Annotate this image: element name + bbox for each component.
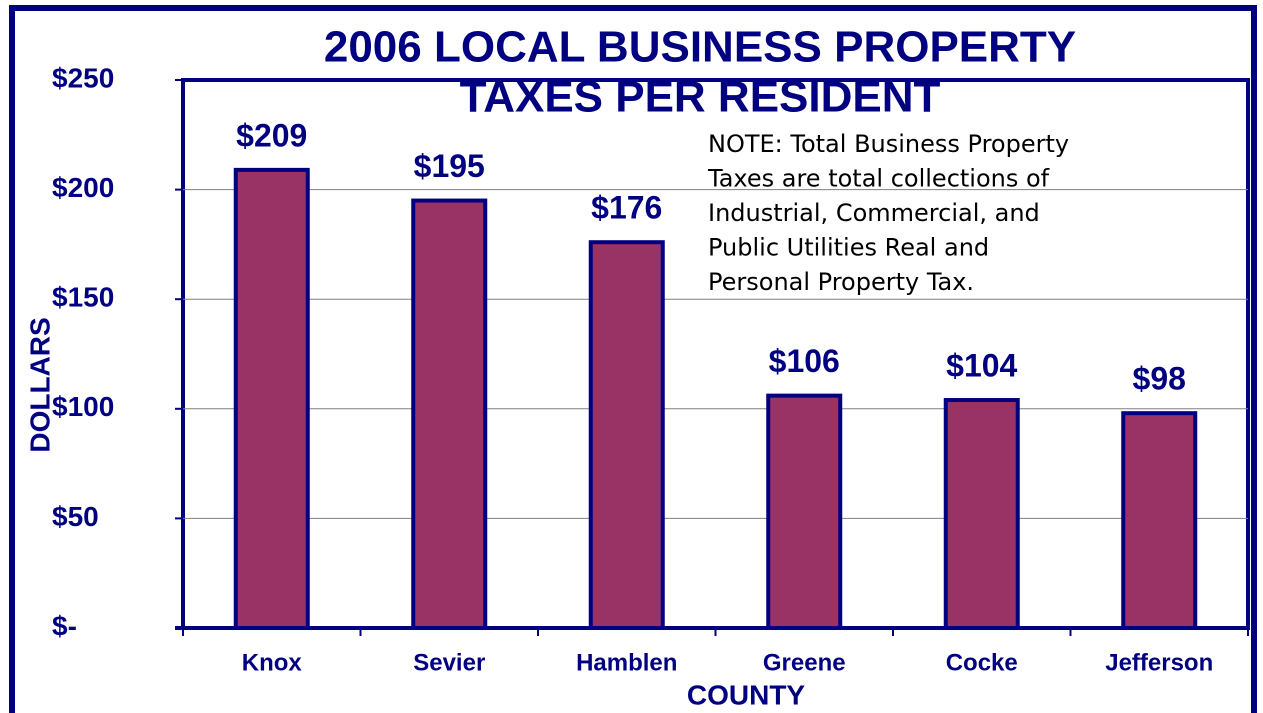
- data-label: $106: [769, 343, 840, 379]
- x-tick-label: Sevier: [413, 649, 485, 676]
- x-tick-label: Jefferson: [1105, 649, 1213, 676]
- bar: [766, 393, 843, 631]
- data-label: $98: [1133, 361, 1186, 397]
- note: Taxes are total collections of: [707, 165, 1050, 193]
- data-label: $195: [414, 148, 485, 184]
- y-tick-label: $-: [52, 610, 77, 641]
- chart-title: 2006 LOCAL BUSINESS PROPERTY: [324, 23, 1076, 72]
- bar: [943, 398, 1020, 631]
- bar: [1121, 411, 1198, 630]
- chart-title: TAXES PER RESIDENT: [460, 73, 941, 122]
- plot-area: [181, 78, 1250, 630]
- y-tick-label: $250: [52, 62, 114, 93]
- note: Industrial, Commercial, and: [708, 199, 1040, 227]
- bar: [588, 240, 665, 630]
- y-tick-label: $150: [52, 282, 114, 313]
- x-tick-label: Knox: [242, 649, 303, 676]
- bar: [233, 167, 310, 630]
- data-label: $209: [236, 117, 307, 153]
- x-axis-label: COUNTY: [687, 679, 806, 710]
- y-axis-label: DOLLARS: [24, 317, 55, 452]
- bar: [411, 198, 488, 630]
- x-tick-label: Hamblen: [576, 649, 677, 676]
- data-label: $176: [591, 190, 662, 226]
- frame: [9, 5, 1257, 713]
- x-tick-label: Greene: [763, 649, 846, 676]
- note: Public Utilities Real and: [708, 234, 989, 262]
- note: NOTE: Total Business Property: [708, 130, 1069, 158]
- y-tick-label: $100: [52, 391, 114, 422]
- y-tick-label: $50: [52, 501, 99, 532]
- y-tick-label: $200: [52, 172, 114, 203]
- note: Personal Property Tax.: [708, 268, 974, 296]
- x-tick-label: Cocke: [946, 649, 1018, 676]
- data-label: $104: [946, 347, 1017, 383]
